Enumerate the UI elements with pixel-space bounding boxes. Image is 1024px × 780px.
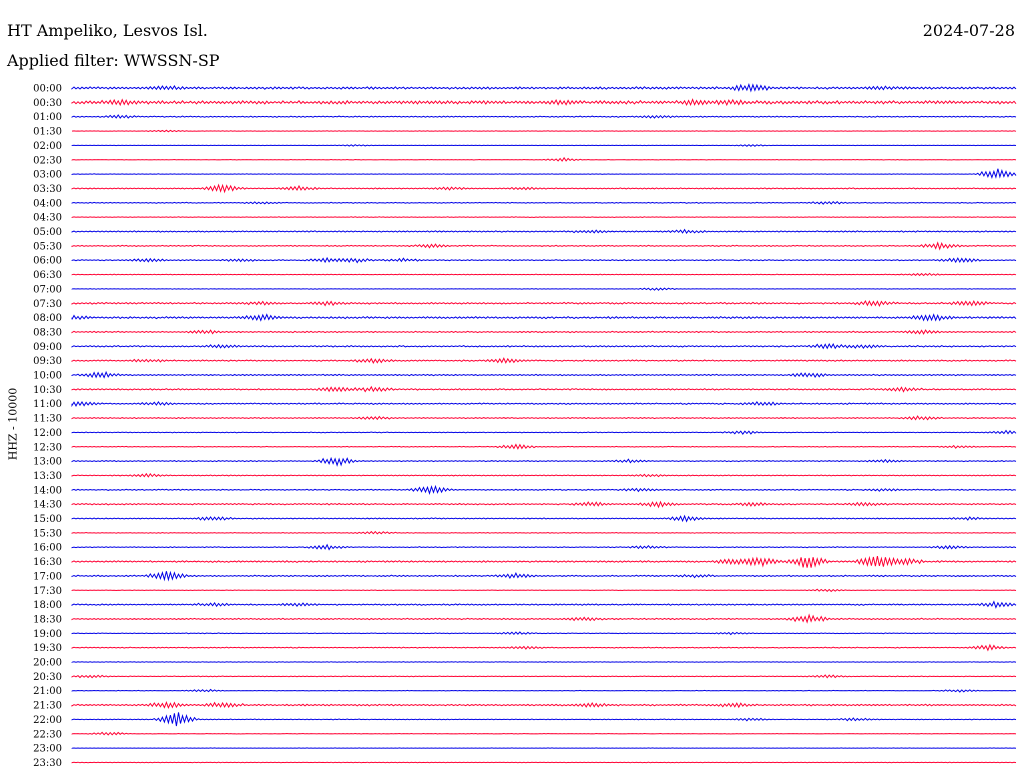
trace-line [71, 183, 1017, 194]
row-time-label: 06:00 [33, 256, 62, 267]
row-time-label: 02:00 [33, 141, 62, 152]
trace-line [71, 643, 1017, 652]
row-time-label: 20:00 [33, 658, 62, 669]
trace-line [71, 144, 1017, 147]
row-time-label: 03:00 [33, 170, 62, 181]
row-time-label: 07:30 [33, 299, 62, 310]
row-time-label: 07:00 [33, 284, 62, 295]
trace-line [71, 385, 1017, 393]
row-time-label: 02:30 [33, 155, 62, 166]
trace-line [71, 570, 1017, 582]
row-time-label: 01:00 [33, 112, 62, 123]
trace-line [71, 631, 1017, 636]
row-time-label: 14:00 [33, 485, 62, 496]
trace-line [71, 83, 1017, 93]
row-time-label: 04:30 [33, 213, 62, 224]
trace-line [71, 357, 1017, 364]
row-time-label: 05:30 [33, 241, 62, 252]
trace-line [71, 287, 1017, 291]
row-time-label: 18:30 [33, 614, 62, 625]
row-time-label: 21:00 [33, 686, 62, 697]
trace-line [71, 514, 1017, 523]
trace-line [71, 256, 1017, 264]
trace-line [71, 555, 1017, 568]
row-time-label: 19:30 [33, 643, 62, 654]
filter-label: Applied filter: WWSSN-SP [7, 51, 220, 70]
row-time-label: 04:00 [33, 198, 62, 209]
row-time-label: 17:30 [33, 586, 62, 597]
row-time-label: 19:00 [33, 629, 62, 640]
trace-line [71, 241, 1017, 251]
row-time-label: 00:00 [33, 84, 62, 95]
row-time-label: 10:00 [33, 371, 62, 382]
row-time-label: 23:30 [33, 758, 62, 769]
row-time-label: 06:30 [33, 270, 62, 281]
row-time-label: 01:30 [33, 127, 62, 138]
trace-line [71, 688, 1017, 693]
trace-line [71, 370, 1017, 379]
row-time-label: 12:00 [33, 428, 62, 439]
trace-line [71, 299, 1017, 307]
row-time-label: 23:00 [33, 744, 62, 755]
row-time-label: 08:30 [33, 327, 62, 338]
row-time-label: 00:30 [33, 98, 62, 109]
row-time-label: 15:00 [33, 514, 62, 525]
row-time-label: 03:30 [33, 184, 62, 195]
trace-line [71, 329, 1017, 335]
row-time-label: 16:00 [33, 543, 62, 554]
trace-line [71, 216, 1017, 219]
row-time-label: 09:00 [33, 342, 62, 353]
trace-line [71, 500, 1017, 509]
trace-line [71, 129, 1017, 133]
record-date: 2024-07-28 [922, 21, 1015, 40]
trace-line [71, 272, 1017, 277]
trace-line [71, 588, 1017, 593]
row-time-label: 09:30 [33, 356, 62, 367]
trace-line [71, 400, 1017, 408]
trace-line [71, 761, 1017, 764]
row-time-label: 21:30 [33, 701, 62, 712]
trace-line [71, 712, 1017, 727]
row-time-label: 13:30 [33, 471, 62, 482]
row-time-label: 05:00 [33, 227, 62, 238]
trace-line [71, 613, 1017, 624]
trace-line [71, 530, 1017, 535]
trace-line [71, 484, 1017, 495]
trace-line [71, 98, 1017, 107]
trace-line [71, 343, 1017, 350]
trace-line [71, 600, 1017, 609]
trace-line [71, 228, 1017, 235]
trace-line [71, 168, 1017, 180]
trace-line [71, 429, 1017, 435]
trace-line [71, 674, 1017, 679]
trace-line [71, 156, 1017, 162]
row-time-label: 13:00 [33, 457, 62, 468]
row-time-label: 15:30 [33, 528, 62, 539]
row-time-label: 12:30 [33, 442, 62, 453]
row-time-label: 22:30 [33, 729, 62, 740]
row-time-label: 10:30 [33, 385, 62, 396]
trace-line [71, 415, 1017, 421]
trace-line [71, 456, 1017, 467]
trace-line [71, 661, 1017, 663]
trace-line [71, 313, 1017, 322]
row-time-label: 20:30 [33, 672, 62, 683]
trace-line [71, 731, 1017, 736]
trace-line [71, 200, 1017, 205]
row-time-label: 14:30 [33, 500, 62, 511]
trace-line [71, 114, 1017, 119]
row-time-label: 18:00 [33, 600, 62, 611]
trace-line [71, 701, 1017, 709]
trace-line [71, 543, 1017, 551]
trace-line [71, 472, 1017, 478]
row-time-label: 11:30 [33, 414, 62, 425]
row-time-label: 22:00 [33, 715, 62, 726]
row-time-label: 11:00 [33, 399, 62, 410]
trace-line [71, 443, 1017, 450]
row-time-label: 16:30 [33, 557, 62, 568]
row-time-label: 08:00 [33, 313, 62, 324]
station-title: HT Ampeliko, Lesvos Isl. [7, 21, 208, 40]
row-time-label: 17:00 [33, 571, 62, 582]
